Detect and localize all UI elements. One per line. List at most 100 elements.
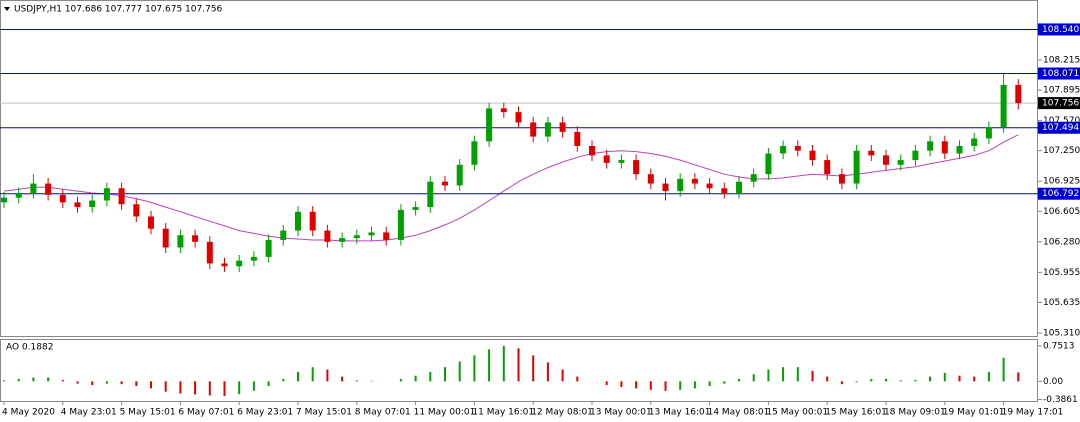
x-tick-label: 11 May 16:01 [472,408,534,418]
candle-body [324,230,331,242]
candle-body [221,263,228,267]
candle-body [883,155,889,165]
candle-body [471,141,478,165]
candle-body [15,192,22,198]
candle-body [265,239,272,257]
x-tick-label: 13 May 00:01 [590,408,652,418]
candle-body [530,122,537,137]
level-label: 107.494 [1042,123,1079,133]
candle-body [353,235,360,239]
x-tick-label: 13 May 16:01 [649,408,711,418]
candle-body [456,164,463,186]
candle-body [927,141,934,151]
candle-body [339,238,346,242]
current-price-label: 107.756 [1042,99,1079,109]
x-tick-label: 12 May 08:01 [531,408,593,418]
candle-body [427,181,434,208]
candle-body [985,127,992,139]
x-tick-label: 6 May 07:01 [178,408,234,418]
x-tick-label: 8 May 07:01 [355,408,411,418]
candle-body [74,202,81,208]
level-label-box [1038,121,1080,134]
candle-body [897,160,904,165]
candle-body [177,235,184,248]
candle-body [765,153,772,175]
y-tick-label: 105.635 [1043,298,1080,308]
candle-body [838,174,845,184]
candle-body [559,122,566,132]
x-tick-label: 18 May 09:01 [884,408,946,418]
candle-body [162,228,169,248]
moving-average [3,134,1019,242]
candle-body [280,230,287,240]
candle-body [500,108,507,113]
candle-body [412,207,419,210]
y-tick-label: 108.215 [1043,55,1080,65]
candle-body [148,216,154,229]
candle-body [45,183,52,195]
candle-body [30,183,37,193]
ao-panel-border [0,339,1038,402]
menu-arrow[interactable] [4,7,10,11]
candle-body [633,160,640,175]
candle-body [736,181,742,193]
level-label-box [1038,23,1080,36]
candle-body [780,145,787,154]
candle-body [1000,84,1007,128]
current-price-box [1038,97,1080,110]
ao-title: AO 0.1882 [6,343,53,353]
candle-body [941,141,948,154]
candle-body [236,260,243,267]
candle-body [192,235,199,242]
y-tick-label: 106.925 [1043,177,1080,187]
chart-title: USDJPY,H1 107.686 107.777 107.675 107.75… [14,5,223,15]
candle-body [250,256,257,261]
x-tick-label: 15 May 16:01 [825,408,887,418]
candle-body [618,160,625,163]
candle-body [59,194,66,203]
candle-body [794,145,801,151]
level-label: 106.792 [1042,189,1079,199]
candle-body [912,150,919,161]
x-tick-label: 5 May 15:01 [120,408,176,418]
candle-body [486,108,493,142]
y-tick-label: 105.955 [1043,268,1080,278]
x-tick-label: 11 May 00:01 [414,408,476,418]
x-tick-label: 4 May 2020 [2,408,55,418]
x-tick-label: 6 May 23:01 [237,408,293,418]
candle-body [206,241,213,264]
candle-body [368,232,375,236]
level-label: 108.071 [1042,69,1079,79]
x-tick-label: 19 May 01:01 [943,408,1005,418]
candle-body [544,122,551,137]
candle-body [824,160,831,175]
y-tick-label: 107.895 [1043,86,1080,96]
y-tick-label: 105.310 [1043,328,1080,338]
candle-body [1015,84,1022,104]
y-tick-label: 107.570 [1043,116,1080,126]
candle-body [956,145,963,154]
candle-body [515,112,522,123]
candle-body [383,232,390,240]
y-tick-label: 106.280 [1043,237,1080,247]
candle-body [1,197,7,203]
candle-body [442,181,448,186]
y-tick-label: 0.7513 [1043,341,1075,351]
y-tick-label: 106.605 [1043,207,1080,217]
candle-body [750,174,757,182]
level-label-box [1038,67,1080,80]
y-tick-label: -0.3861 [1043,395,1078,405]
candle-body [662,183,669,192]
x-tick-label: 19 May 17:01 [1002,408,1064,418]
candle-body [853,150,860,184]
candle-body [397,209,404,240]
candle-body [971,138,978,146]
y-tick-label: 107.250 [1043,146,1080,156]
x-tick-label: 7 May 15:01 [296,408,352,418]
candle-body [103,188,110,201]
candle-body [809,150,816,161]
candle-body [706,183,713,189]
x-tick-label: 15 May 00:01 [766,408,828,418]
